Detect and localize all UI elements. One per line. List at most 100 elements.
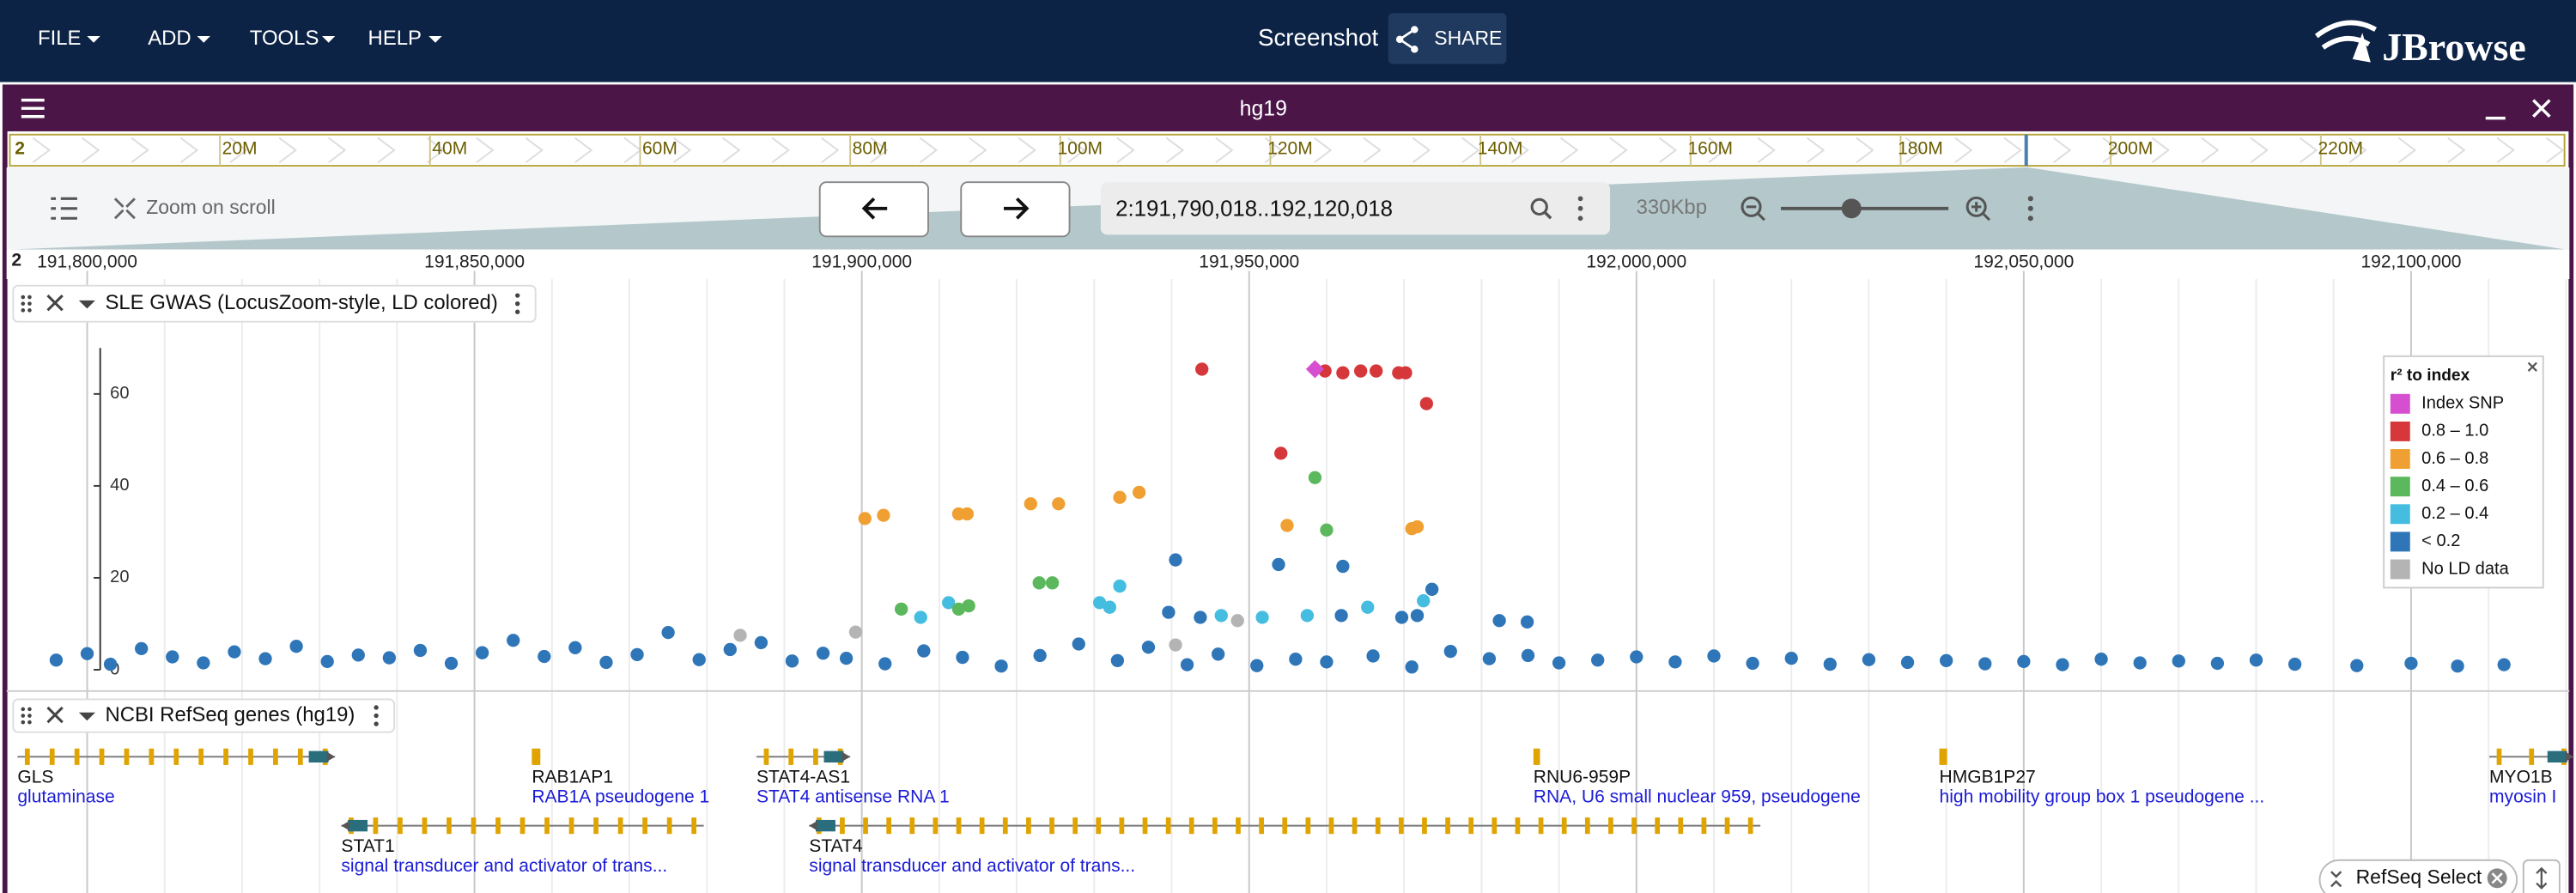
chevron xyxy=(2250,137,2269,164)
legend-label: 0.4 – 0.6 xyxy=(2421,477,2488,495)
strand-arrow xyxy=(841,751,851,762)
snp-point xyxy=(661,625,675,640)
snp-point xyxy=(1169,553,1182,567)
collapse-track-button[interactable] xyxy=(78,300,95,309)
add-menu[interactable]: ADD xyxy=(148,27,210,50)
track-title: SLE GWAS (LocusZoom-style, LD colored) xyxy=(105,291,497,314)
share-label: SHARE xyxy=(1434,27,1502,49)
track-selector-button[interactable] xyxy=(51,197,77,220)
snp-point xyxy=(692,653,706,666)
chevron xyxy=(2201,137,2220,164)
snp-point xyxy=(1214,609,1228,623)
chevron xyxy=(179,137,199,164)
tools-menu[interactable]: TOOLS xyxy=(250,27,336,50)
snp-point xyxy=(1370,364,1383,378)
close-view-button[interactable] xyxy=(2532,99,2551,118)
zoom-slider[interactable] xyxy=(1780,198,1949,219)
chevron xyxy=(1658,137,1678,164)
snp-point xyxy=(258,652,272,665)
gene-description: RNA, U6 small nuclear 959, pseudogene xyxy=(1534,787,1861,807)
app-bar xyxy=(0,0,2576,82)
exon xyxy=(1515,817,1521,835)
chevron xyxy=(2447,137,2466,164)
chevron xyxy=(574,137,593,164)
chevron xyxy=(1363,137,1382,164)
snp-point xyxy=(1668,655,1682,669)
view-title-bar xyxy=(4,87,2572,131)
collapse-track-button[interactable] xyxy=(78,712,95,721)
drag-handle[interactable] xyxy=(21,707,32,725)
pan-left-button[interactable] xyxy=(818,181,929,238)
exon xyxy=(1747,817,1753,835)
chevron xyxy=(1954,137,1973,164)
snp-point xyxy=(914,611,927,624)
chevron xyxy=(1757,137,1776,164)
snp-point xyxy=(413,643,428,658)
exon xyxy=(544,817,550,835)
exon xyxy=(198,748,204,765)
snp-point xyxy=(2210,656,2225,671)
exon xyxy=(840,817,845,835)
gene-name: STAT4-AS1 xyxy=(756,768,850,787)
snp-point xyxy=(1784,651,1798,665)
chevron xyxy=(2151,137,2171,164)
track-menu-button[interactable] xyxy=(515,293,520,314)
snp-point xyxy=(1521,648,1535,663)
gene-name: MYO1B xyxy=(2489,768,2553,787)
ruler-tick-label: 191,950,000 xyxy=(1199,252,1299,271)
zoom-on-scroll-toggle[interactable]: Zoom on scroll xyxy=(113,196,276,220)
snp-point xyxy=(2249,653,2263,667)
zoom-out-button[interactable] xyxy=(1741,196,1765,222)
snp-point xyxy=(1132,485,1146,500)
snp-point xyxy=(951,602,966,616)
view-options-button[interactable] xyxy=(2027,196,2033,222)
legend-close-button[interactable] xyxy=(2527,361,2537,372)
exon xyxy=(1002,817,1008,835)
track-menu-button[interactable] xyxy=(374,705,379,726)
snp-point xyxy=(568,641,582,654)
ld-legend: r² to index Index SNP 0.8 – 1.0 0.6 – 0.8 0… xyxy=(2383,355,2544,589)
utr xyxy=(815,819,835,832)
snp-point xyxy=(320,654,334,669)
refseq-select-chip[interactable]: RefSeq Select xyxy=(2318,859,2518,893)
share-button[interactable]: SHARE xyxy=(1388,13,1507,64)
snp-point xyxy=(1394,611,1409,624)
snp-point xyxy=(877,508,890,522)
chevron xyxy=(1510,137,1529,164)
session-name[interactable]: Screenshot xyxy=(1258,24,1379,51)
resize-handle[interactable] xyxy=(2522,859,2561,893)
close-track-button[interactable] xyxy=(46,295,64,312)
snp-point xyxy=(1113,490,1127,504)
chevron xyxy=(278,137,297,164)
exon xyxy=(1561,817,1567,835)
exon xyxy=(1724,817,1730,835)
snp-point xyxy=(1591,653,1605,667)
close-track-button[interactable] xyxy=(46,706,64,724)
exon xyxy=(979,817,985,835)
snp-point xyxy=(289,640,303,653)
view-menu-button[interactable] xyxy=(21,98,45,118)
snp-point xyxy=(1746,656,1759,671)
snp-point xyxy=(895,602,908,616)
exon xyxy=(373,817,379,835)
snp-point xyxy=(1482,652,1497,665)
location-input[interactable]: 2:191,790,018..192,120,018 xyxy=(1100,182,1610,235)
drag-handle[interactable] xyxy=(21,295,32,313)
exon xyxy=(813,748,818,765)
exon xyxy=(1678,817,1684,835)
file-menu[interactable]: FILE xyxy=(38,27,100,50)
chevron xyxy=(1116,137,1135,164)
ruler-tick-label: 192,050,000 xyxy=(1973,252,2074,271)
snp-point xyxy=(1939,653,1953,667)
location-text: 2:191,790,018..192,120,018 xyxy=(1115,197,1393,222)
chevron xyxy=(1560,137,1579,164)
overview-tick-label: 40M xyxy=(432,139,467,159)
exon xyxy=(593,817,598,835)
help-menu[interactable]: HELP xyxy=(368,27,442,50)
pan-right-button[interactable] xyxy=(960,181,1071,238)
jbrowse-logo: JBrowse xyxy=(2314,20,2526,69)
zoom-in-button[interactable] xyxy=(1965,196,1991,222)
exon xyxy=(173,748,179,765)
exon xyxy=(1352,817,1358,835)
